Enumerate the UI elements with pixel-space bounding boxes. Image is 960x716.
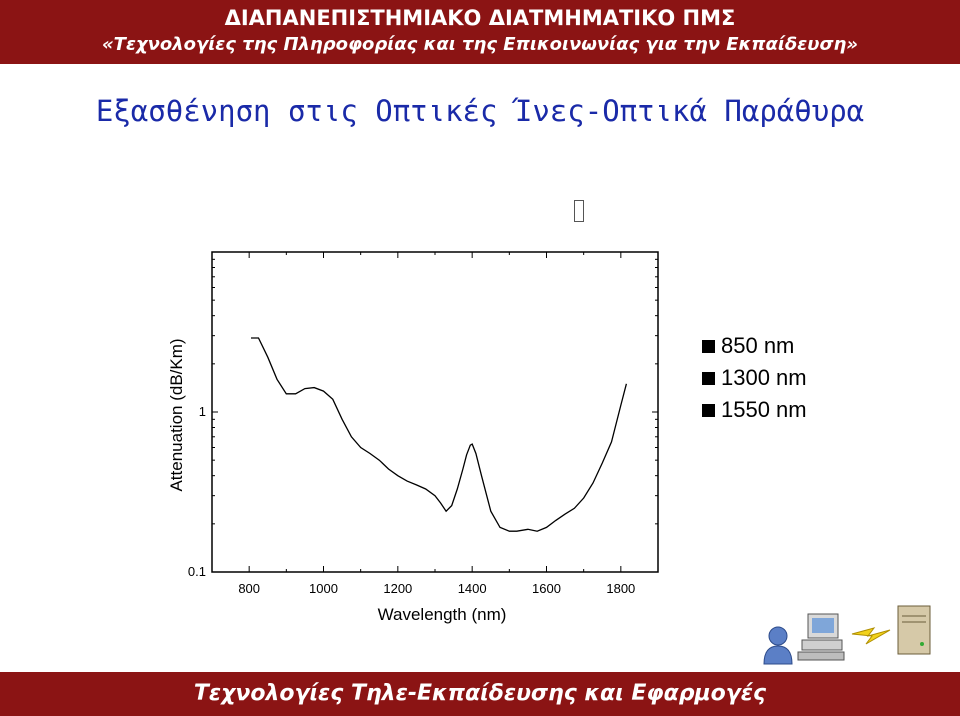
legend-label: 1300 nm	[721, 365, 807, 390]
square-bullet-icon	[702, 339, 715, 353]
slide-title: Εξασθένηση στις Οπτικές Ίνες-Οπτικά Παρά…	[95, 94, 865, 128]
x-tick-label: 1600	[532, 581, 561, 596]
tick-marks	[211, 251, 659, 573]
y-tick-labels: 0.11	[188, 404, 206, 579]
attenuation-curve	[251, 337, 628, 532]
person-icon	[763, 626, 793, 665]
x-tick-label: 800	[238, 581, 260, 596]
footer-bar: Τεχνολογίες Τηλε-Εκπαίδευσης και Εφαρμογ…	[0, 672, 960, 716]
network-illustration	[763, 605, 931, 665]
x-tick-label: 1200	[383, 581, 412, 596]
x-tick-label: 1800	[606, 581, 635, 596]
lightning-icon	[851, 627, 891, 645]
x-tick-labels: 800 1000 1200 1400 1600 1800	[238, 581, 635, 596]
header-bar: ΔΙΑΠΑΝΕΠΙΣΤΗΜΙΑΚΟ ΔΙΑΤΜΗΜΑΤΙΚΟ ΠΜΣ «Τεχν…	[0, 0, 960, 64]
legend: 850 nm 1300 nm 1550 nm	[702, 330, 807, 426]
computer-icon	[797, 613, 845, 661]
footer-text: Τεχνολογίες Τηλε-Εκπαίδευσης και Εφαρμογ…	[193, 681, 767, 706]
plot-frame	[211, 251, 659, 573]
legend-item: 850 nm	[702, 330, 807, 362]
x-axis-label: Wavelength (nm)	[378, 605, 507, 624]
y-tick-label: 0.1	[188, 564, 206, 579]
square-bullet-icon	[702, 371, 715, 385]
legend-label: 1550 nm	[721, 397, 807, 422]
header-line-2: «Τεχνολογίες της Πληροφορίας και της Επι…	[101, 34, 858, 55]
x-tick-label: 1000	[309, 581, 338, 596]
missing-glyph-icon	[574, 200, 584, 222]
server-icon	[897, 605, 931, 655]
legend-item: 1550 nm	[702, 394, 807, 426]
y-axis-label: Attenuation (dB/Km)	[167, 338, 186, 491]
legend-item: 1300 nm	[702, 362, 807, 394]
y-tick-label: 1	[199, 404, 206, 419]
x-tick-label: 1400	[458, 581, 487, 596]
legend-label: 850 nm	[721, 333, 795, 358]
header-line-1: ΔΙΑΠΑΝΕΠΙΣΤΗΜΙΑΚΟ ΔΙΑΤΜΗΜΑΤΙΚΟ ΠΜΣ	[224, 6, 736, 30]
square-bullet-icon	[702, 403, 715, 417]
